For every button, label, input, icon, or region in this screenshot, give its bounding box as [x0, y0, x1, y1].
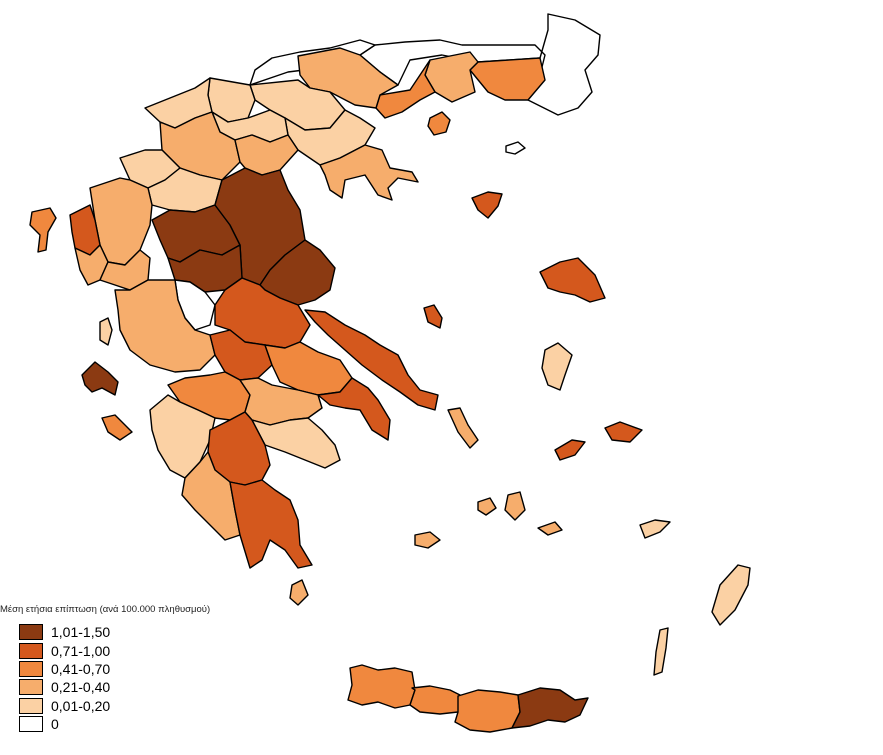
region-thrace-north [359, 13, 601, 116]
region-ikaria [554, 439, 586, 461]
region-milos [414, 531, 441, 549]
region-rethymno [409, 685, 463, 715]
region-argolida [251, 417, 341, 469]
legend-label: 0,41-0,70 [51, 660, 111, 677]
region-kythira [289, 579, 309, 606]
region-heraklion [454, 689, 521, 733]
legend-label: 1,01-1,50 [51, 624, 111, 641]
map-legend: Μέση ετήσια επίπτωση (ανά 100.000 πληθυσ… [0, 604, 210, 733]
legend-swatch [19, 697, 43, 714]
legend-swatch [19, 624, 43, 641]
region-attica [317, 377, 391, 441]
region-kefalonia [81, 361, 119, 396]
region-evia [304, 309, 439, 411]
legend-title: Μέση ετήσια επίπτωση (ανά 100.000 πληθυσ… [0, 604, 211, 615]
legend-label: 0,21-0,40 [51, 679, 111, 696]
region-kos [639, 519, 671, 539]
region-magnisia [259, 239, 336, 306]
region-karpathos [653, 627, 669, 676]
region-rhodes [711, 564, 751, 626]
region-thasos [427, 111, 451, 136]
region-chania [347, 664, 416, 709]
region-lesvos [539, 257, 606, 303]
legend-swatch [19, 642, 43, 659]
legend-item: 0,01-0,20 [19, 697, 210, 715]
legend-label: 0 [51, 716, 59, 733]
region-chios [541, 342, 573, 391]
region-lefkada [99, 317, 113, 346]
region-zakynthos [101, 414, 133, 441]
region-naxos [504, 491, 526, 521]
legend-label: 0,71-1,00 [51, 642, 111, 659]
legend-swatch [19, 679, 43, 696]
region-andros [447, 407, 479, 449]
legend-swatch [19, 716, 43, 733]
legend-items: 1,01-1,50 0,71-1,00 0,41-0,70 0,21-0,40 0,01… [19, 623, 210, 733]
region-drama [375, 59, 436, 119]
region-samothraki [505, 141, 526, 155]
region-chalkidiki [319, 144, 419, 201]
region-lakonia [229, 479, 313, 569]
legend-item: 0,41-0,70 [19, 660, 210, 678]
region-serres [297, 47, 399, 109]
region-lasithi [511, 687, 589, 729]
region-pieria [234, 134, 299, 176]
region-thrace-east [469, 57, 546, 101]
legend-item: 0 [19, 715, 210, 733]
region-corfu [29, 207, 57, 253]
region-amorgos [537, 521, 563, 536]
region-samos [604, 421, 643, 443]
legend-item: 0,21-0,40 [19, 678, 210, 696]
region-thrace-central [424, 51, 479, 103]
region-lemnos [471, 191, 503, 219]
legend-swatch [19, 660, 43, 677]
region-paros [477, 497, 497, 516]
legend-item: 1,01-1,50 [19, 623, 210, 641]
region-fokida [209, 329, 273, 381]
legend-item: 0,71-1,00 [19, 641, 210, 659]
region-skiathos [423, 304, 443, 329]
legend-label: 0,01-0,20 [51, 697, 111, 714]
region-ilia [149, 394, 216, 479]
